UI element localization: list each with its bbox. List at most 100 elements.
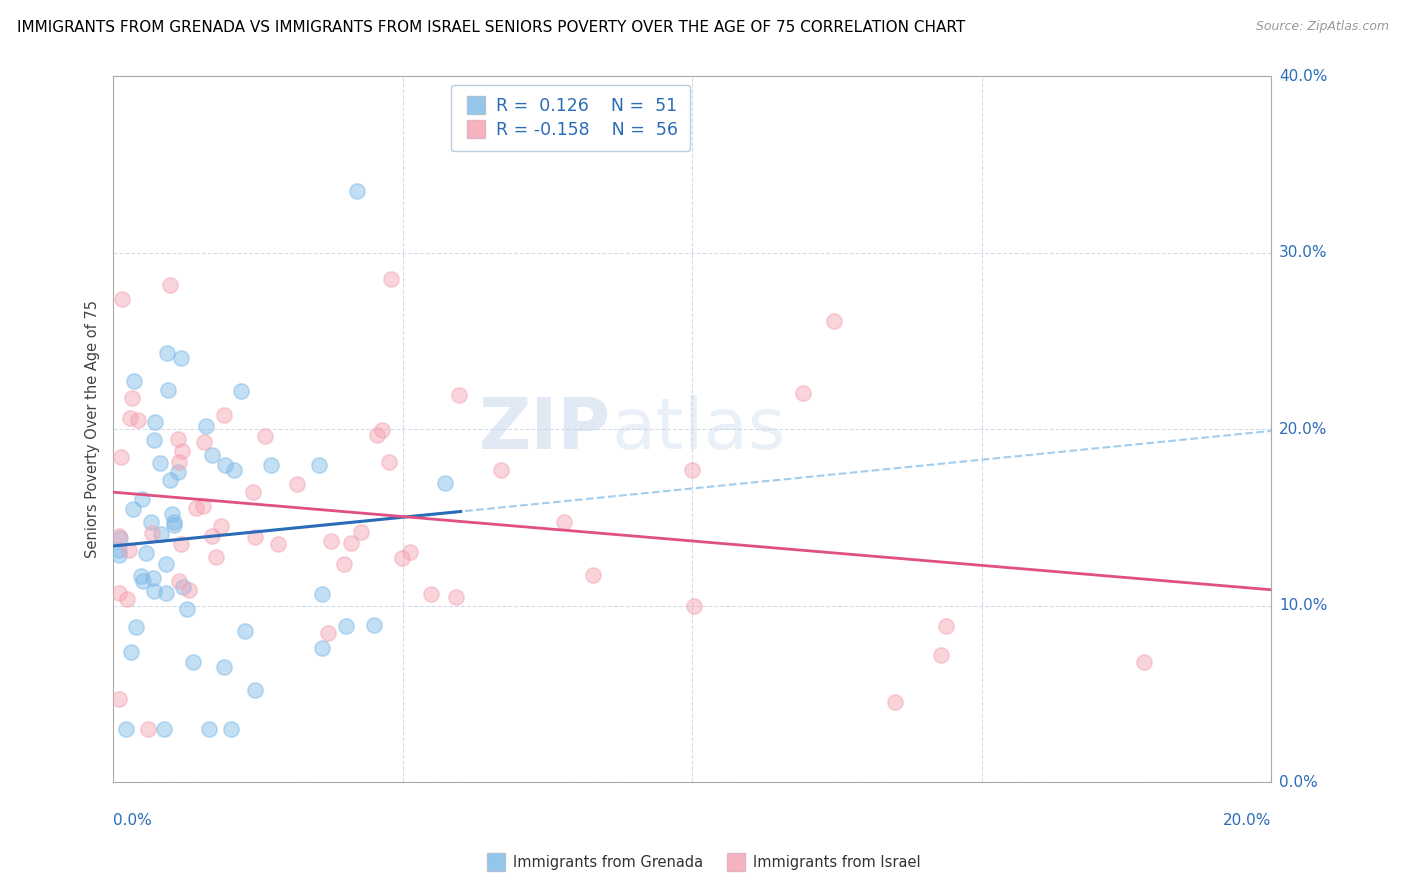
Point [242,485,264,500]
Point [198,723,221,737]
Point [233,624,256,638]
Point [108,542,131,557]
Point [155,586,177,600]
Point [141,525,163,540]
Point [335,619,357,633]
Point [267,537,290,551]
Y-axis label: Seniors Poverty Over the Age of 75: Seniors Poverty Over the Age of 75 [86,301,100,558]
Point [1132,655,1154,669]
Point [823,313,845,327]
Point [108,548,131,562]
Text: 0.0%: 0.0% [114,813,152,828]
Point [346,184,368,198]
Point [121,391,143,405]
Point [157,384,180,398]
Point [166,466,188,480]
Point [169,351,191,366]
Text: IMMIGRANTS FROM GRENADA VS IMMIGRANTS FROM ISRAEL SENIORS POVERTY OVER THE AGE O: IMMIGRANTS FROM GRENADA VS IMMIGRANTS FR… [17,20,965,35]
Text: 40.0%: 40.0% [1279,69,1327,84]
Point [149,456,172,470]
Point [311,587,333,601]
Point [308,458,330,472]
Point [929,648,952,663]
Point [582,567,605,582]
Point [170,537,193,551]
Point [444,590,467,604]
Point [311,640,333,655]
Point [172,580,194,594]
Point [491,463,513,477]
Point [143,415,166,429]
Text: 30.0%: 30.0% [1279,245,1327,260]
Point [212,660,235,674]
Point [159,277,181,292]
Point [449,388,471,402]
Point [127,412,149,426]
Point [340,536,363,550]
Point [142,433,165,447]
Text: 20.0%: 20.0% [1279,422,1327,437]
Point [222,463,245,477]
Point [253,429,276,443]
Point [110,450,132,464]
Point [163,517,186,532]
Point [366,428,388,442]
Point [163,516,186,530]
Point [935,619,957,633]
Point [377,455,399,469]
Point [245,530,267,544]
Point [193,435,215,450]
Point [792,386,814,401]
Point [260,458,283,472]
Point [142,571,165,585]
Point [167,455,190,469]
Text: ZIP: ZIP [479,394,612,464]
Point [132,574,155,588]
Point [111,292,134,306]
Point [205,550,228,565]
Point [108,529,131,543]
Point [160,507,183,521]
Point [150,527,173,541]
Point [167,574,190,588]
Point [159,473,181,487]
Point [229,384,252,398]
Point [136,722,159,736]
Point [212,408,235,422]
Point [118,411,141,425]
Point [118,542,141,557]
Point [332,557,354,571]
Point [211,519,233,533]
Point [363,618,385,632]
Text: 20.0%: 20.0% [1223,813,1271,828]
Point [176,601,198,615]
Point [141,515,163,529]
Point [370,423,392,437]
Point [391,551,413,566]
Point [108,692,131,706]
Point [398,545,420,559]
Point [167,432,190,446]
Point [131,491,153,506]
Point [181,655,204,669]
Point [184,501,207,516]
Point [152,723,174,737]
Point [380,272,402,286]
Point [156,346,179,360]
Point [117,592,139,607]
Point [420,587,443,601]
Point [170,443,193,458]
Text: 10.0%: 10.0% [1279,599,1327,614]
Point [177,582,200,597]
Point [883,695,905,709]
Legend: R =  0.126    N =  51, R = -0.158    N =  56: R = 0.126 N = 51, R = -0.158 N = 56 [451,85,690,151]
Point [125,620,148,634]
Point [201,529,224,543]
Point [108,532,131,546]
Legend: Immigrants from Grenada, Immigrants from Israel: Immigrants from Grenada, Immigrants from… [479,849,927,876]
Text: Source: ZipAtlas.com: Source: ZipAtlas.com [1256,20,1389,33]
Point [115,723,138,737]
Point [243,682,266,697]
Point [120,644,142,658]
Point [201,448,224,462]
